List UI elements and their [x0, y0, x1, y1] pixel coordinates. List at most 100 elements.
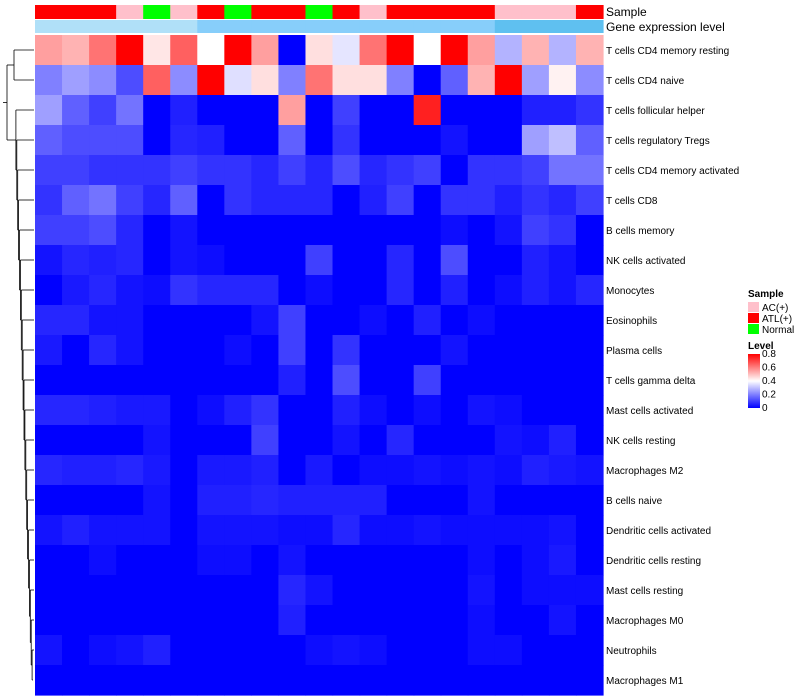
heatmap-cell [494, 635, 523, 666]
sample-annotation-cell [89, 5, 117, 19]
heatmap-cell [143, 515, 171, 546]
heatmap-cell [386, 125, 415, 156]
heatmap-cell [89, 35, 117, 66]
heatmap-cell [305, 95, 334, 126]
heatmap-cell [278, 275, 307, 306]
heatmap-cell [116, 665, 144, 696]
heatmap-cell [521, 455, 550, 486]
heatmap-cell [521, 395, 550, 426]
heatmap-cell [224, 335, 252, 366]
heatmap-cell [440, 515, 469, 546]
heatmap-cell [251, 215, 280, 246]
heatmap-cell [386, 665, 415, 696]
heatmap-cell [440, 395, 469, 426]
heatmap-cell [467, 515, 496, 546]
heatmap-cell [332, 665, 361, 696]
heatmap-cell [332, 545, 361, 576]
sample-annotation-label: Sample [606, 5, 647, 19]
heatmap-cell [494, 455, 523, 486]
heatmap-cell [467, 485, 496, 516]
expression-annotation-bar [35, 20, 604, 33]
heatmap-cell [332, 35, 361, 66]
heatmap-cell [305, 335, 334, 366]
heatmap-cell [413, 35, 442, 66]
heatmap-cell [62, 245, 90, 276]
heatmap-cell [332, 635, 361, 666]
heatmap-cell [197, 155, 225, 186]
heatmap-cell [143, 185, 171, 216]
heatmap-cell [440, 635, 469, 666]
level-tick-label: 0.4 [762, 376, 776, 387]
heatmap-cell [251, 485, 280, 516]
heatmap-cell [413, 365, 442, 396]
heatmap-cell [35, 335, 63, 366]
heatmap-cell [89, 575, 117, 606]
heatmap-cell [494, 95, 523, 126]
heatmap-cell [197, 485, 225, 516]
heatmap-cell [197, 305, 225, 336]
sample-annotation-cell [143, 5, 171, 19]
heatmap-cell [494, 155, 523, 186]
heatmap-cell [35, 125, 63, 156]
heatmap-cell [332, 245, 361, 276]
heatmap-cell [116, 125, 144, 156]
heatmap-cell [116, 425, 144, 456]
heatmap-cell [35, 395, 63, 426]
heatmap-cell [116, 635, 144, 666]
sample-annotation-cell [521, 5, 550, 19]
heatmap-cell [494, 545, 523, 576]
heatmap-cell [575, 395, 604, 426]
row-dendrogram [3, 49, 34, 681]
heatmap-cell [548, 455, 577, 486]
heatmap-cell [143, 305, 171, 336]
heatmap-cell [575, 365, 604, 396]
heatmap-cell [440, 485, 469, 516]
heatmap-cell [548, 215, 577, 246]
heatmap-cell [170, 635, 198, 666]
heatmap-cell [224, 275, 252, 306]
heatmap-cell [278, 215, 307, 246]
heatmap-cell [305, 395, 334, 426]
heatmap-cell [62, 485, 90, 516]
heatmap-cell [575, 245, 604, 276]
heatmap-cell [170, 575, 198, 606]
heatmap-cell [440, 35, 469, 66]
heatmap-cell [575, 35, 604, 66]
expression-annotation-cell [224, 20, 252, 33]
heatmap-cell [278, 245, 307, 276]
heatmap-cell [197, 275, 225, 306]
heatmap-cell [467, 185, 496, 216]
heatmap-cell [251, 635, 280, 666]
heatmap-cell [386, 275, 415, 306]
heatmap-cell [332, 455, 361, 486]
row-label: T cells gamma delta [606, 376, 696, 387]
heatmap-cell [467, 125, 496, 156]
heatmap-cell [440, 605, 469, 636]
heatmap-cell [62, 65, 90, 96]
heatmap-cell [143, 245, 171, 276]
heatmap-cell [440, 155, 469, 186]
heatmap-cell [467, 665, 496, 696]
heatmap-cell [278, 515, 307, 546]
heatmap-cell [251, 665, 280, 696]
legend-label: ATL(+) [762, 314, 792, 325]
heatmap-cell [575, 665, 604, 696]
heatmap-cell [521, 275, 550, 306]
heatmap-cell [62, 155, 90, 186]
heatmap-cell [575, 65, 604, 96]
heatmap-cell [62, 305, 90, 336]
heatmap-cell [35, 635, 63, 666]
heatmap-cell [305, 545, 334, 576]
heatmap-cell [143, 35, 171, 66]
sample-annotation-cell [548, 5, 577, 19]
heatmap-cell [359, 425, 388, 456]
heatmap-cell [413, 245, 442, 276]
heatmap-cell [251, 65, 280, 96]
heatmap-cell [467, 635, 496, 666]
heatmap-cell [467, 455, 496, 486]
row-label: B cells memory [606, 226, 674, 237]
heatmap-cell [548, 515, 577, 546]
heatmap-cell [521, 65, 550, 96]
heatmap-cell [332, 185, 361, 216]
heatmap-cell [89, 635, 117, 666]
